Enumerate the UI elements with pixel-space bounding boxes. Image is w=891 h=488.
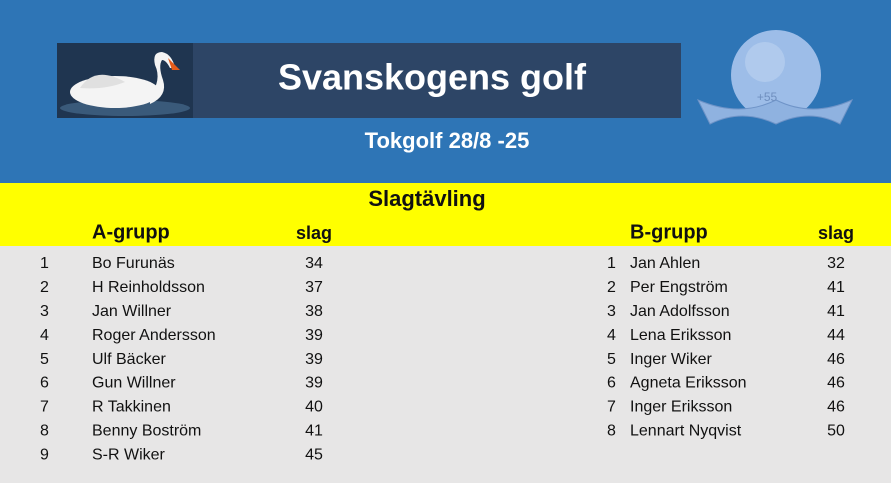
player: Per Engström: [630, 279, 728, 296]
score: 46: [827, 399, 845, 416]
score: 46: [827, 351, 845, 368]
rank: 8: [607, 423, 616, 440]
score: 50: [827, 423, 845, 440]
score: 39: [305, 375, 323, 392]
score: 41: [827, 303, 845, 320]
section-title: Slagtävling: [368, 186, 485, 211]
group-name: B-grupp: [630, 221, 708, 243]
rank: 6: [607, 375, 616, 392]
score: 46: [827, 375, 845, 392]
player: Jan Willner: [92, 303, 172, 320]
rank: 8: [40, 423, 49, 440]
score-header: slag: [296, 223, 332, 243]
title: Svanskogens golf: [278, 57, 587, 98]
group-name: A-grupp: [92, 221, 170, 243]
badge: +55: [757, 90, 778, 104]
rank: 7: [40, 399, 49, 416]
rank: 3: [40, 303, 49, 320]
score: 45: [305, 446, 323, 463]
player: Lennart Nyqvist: [630, 423, 742, 440]
subtitle: Tokgolf 28/8 -25: [365, 128, 530, 153]
player: Agneta Eriksson: [630, 375, 747, 392]
rank: 6: [40, 375, 49, 392]
player: Ulf Bäcker: [92, 351, 166, 368]
score: 40: [305, 399, 323, 416]
score: 41: [305, 423, 323, 440]
rank: 7: [607, 399, 616, 416]
player: Roger Andersson: [92, 327, 216, 344]
player: Benny Boström: [92, 423, 201, 440]
score: 32: [827, 255, 845, 272]
rank: 4: [607, 327, 616, 344]
player: R Takkinen: [92, 399, 171, 416]
rank: 2: [607, 279, 616, 296]
rank: 5: [40, 351, 49, 368]
player: Bo Furunäs: [92, 255, 175, 272]
player: Gun Willner: [92, 375, 176, 392]
score: 44: [827, 327, 845, 344]
rank: 1: [40, 255, 49, 272]
player: S-R Wiker: [92, 446, 166, 463]
score: 41: [827, 279, 845, 296]
rank: 5: [607, 351, 616, 368]
swan-image: [57, 43, 193, 118]
score: 34: [305, 255, 323, 272]
player: Inger Wiker: [630, 351, 712, 368]
score: 37: [305, 279, 323, 296]
rank: 3: [607, 303, 616, 320]
player: Jan Ahlen: [630, 255, 700, 272]
table-bg: [0, 246, 891, 483]
rank: 1: [607, 255, 616, 272]
player: Inger Eriksson: [630, 399, 732, 416]
player: H Reinholdsson: [92, 279, 205, 296]
section-bg: [0, 183, 891, 246]
rank: 2: [40, 279, 49, 296]
golf-ball-logo: +55: [696, 30, 854, 125]
score-header: slag: [818, 223, 854, 243]
rank: 9: [40, 446, 49, 463]
player: Lena Eriksson: [630, 327, 731, 344]
player: Jan Adolfsson: [630, 303, 730, 320]
score: 39: [305, 351, 323, 368]
rank: 4: [40, 327, 49, 344]
score: 39: [305, 327, 323, 344]
score: 38: [305, 303, 323, 320]
